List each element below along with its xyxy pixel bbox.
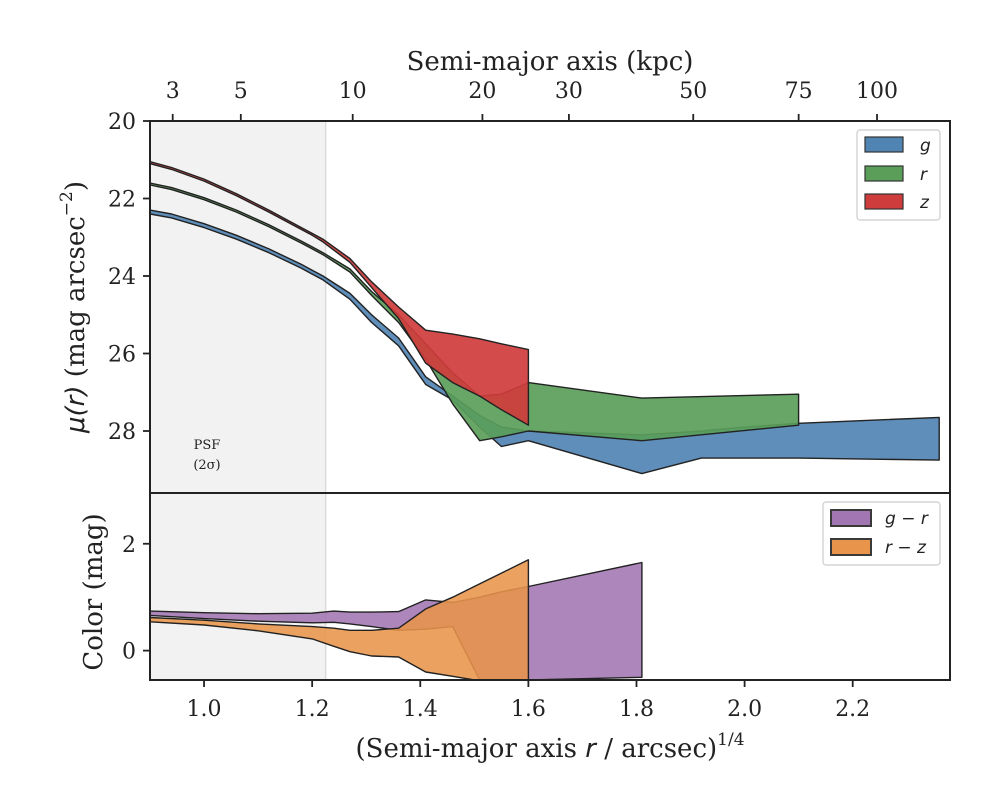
color-y-tick-label: 2 (122, 533, 136, 558)
top-x-tick-label: 100 (856, 79, 898, 104)
x-tick-label: 1.8 (619, 697, 654, 722)
legend-swatch-g-minus-r (830, 509, 872, 527)
legend-label-g-minus-r: g − r (885, 509, 929, 529)
top-x-tick-label: 5 (234, 79, 248, 104)
x-tick-label: 1.6 (511, 697, 546, 722)
y-tick-label: 28 (108, 420, 136, 445)
top-x-tick-label: 50 (679, 79, 707, 104)
legend-label-r: r (920, 165, 928, 185)
y-axis-label: μ(r) (mag arcsec−2) (57, 181, 91, 434)
legend-label-g: g (920, 136, 931, 156)
legend-label-z: z (919, 193, 930, 213)
color-bands (150, 559, 643, 680)
psf-sigma-label: (2σ) (193, 458, 220, 473)
top-x-axis-label: Semi-major axis (kpc) (407, 47, 694, 77)
x-tick-label: 1.0 (187, 697, 222, 722)
x-axis-label: (Semi-major axis r / arcsec)1/4 (355, 730, 744, 764)
color-y-tick-label: 0 (122, 640, 136, 665)
band-r-minus-z (150, 559, 530, 680)
top-x-tick-label: 20 (468, 79, 496, 104)
band-z (150, 160, 530, 426)
y-tick-label: 20 (108, 110, 136, 135)
band-r (150, 182, 800, 442)
psf-region (150, 121, 326, 493)
bottom-panel-frame (149, 492, 951, 681)
legend-swatch-r-minus-z (830, 538, 872, 556)
x-tick-label: 1.2 (295, 697, 330, 722)
legend-swatch-z (864, 193, 904, 210)
legend-label-r-minus-z: r − z (885, 538, 927, 558)
top-x-tick-label: 10 (339, 79, 367, 104)
y-tick-label: 26 (108, 343, 136, 368)
color-y-axis-label: Color (mag) (79, 513, 109, 670)
psf-label: PSF (194, 438, 221, 453)
axis-ticks: 1.0 1.2 1.4 1.6 1.8 2.0 2.23 5 10 20 30 50 75 1002022… (108, 79, 898, 722)
x-tick-label: 2.0 (727, 697, 762, 722)
legend-top: g r z (856, 129, 941, 221)
x-tick-label: 1.4 (403, 697, 438, 722)
legend-swatch-r (864, 165, 904, 182)
psf-region-color-panel (150, 493, 326, 680)
y-tick-label: 24 (108, 265, 136, 290)
surface-brightness-bands (150, 160, 940, 475)
band-g (150, 209, 940, 475)
x-tick-label: 2.2 (835, 697, 870, 722)
top-x-tick-label: 75 (785, 79, 813, 104)
y-tick-label: 22 (108, 188, 136, 213)
legend-bottom: g − r r − z (822, 501, 941, 566)
legend-swatch-g (864, 136, 904, 153)
top-x-tick-label: 30 (555, 79, 583, 104)
top-x-tick-label: 3 (166, 79, 180, 104)
